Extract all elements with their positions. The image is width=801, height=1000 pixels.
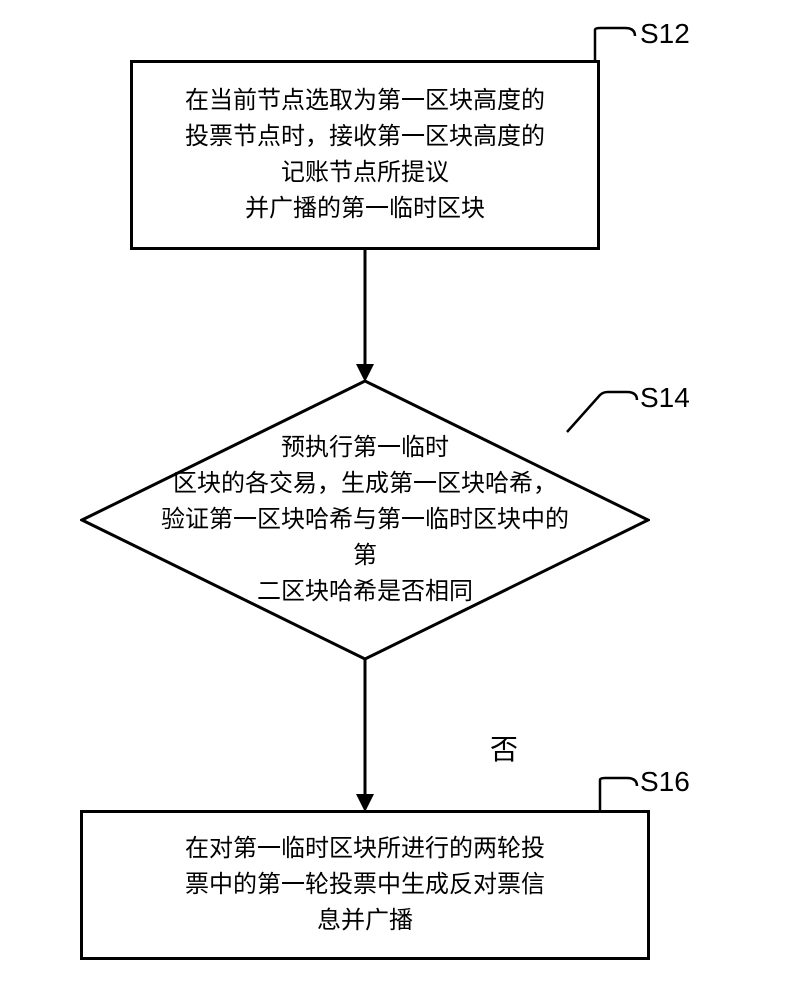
connector-s16 [0, 0, 801, 1000]
flowchart-canvas: 在当前节点选取为第一区块高度的投票节点时，接收第一区块高度的记账节点所提议并广播… [0, 0, 801, 1000]
